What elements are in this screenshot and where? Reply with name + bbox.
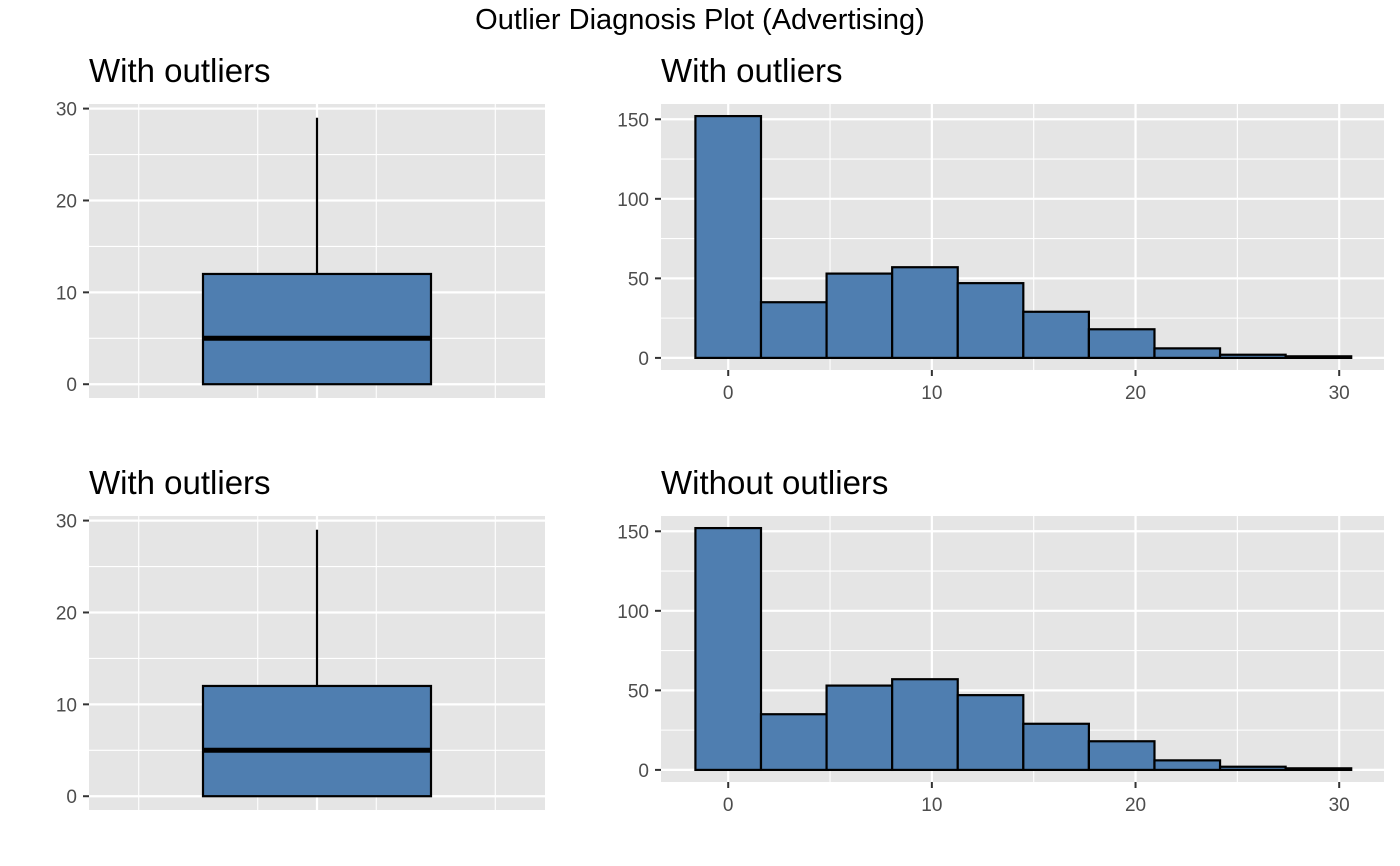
- y-tick-label: 0: [66, 375, 77, 396]
- y-tick-label: 50: [628, 269, 649, 290]
- histogram-bar: [891, 266, 959, 360]
- panel-0: 0 10 20 30: [56, 100, 545, 398]
- panel-1: 0 10 20 30 0 50 100 150: [617, 104, 1384, 404]
- panel-title-hist-top: With outliers: [661, 52, 843, 89]
- y-tick-label: 30: [56, 512, 77, 533]
- y-tick-label: 100: [617, 190, 649, 211]
- x-tick-label: 0: [723, 795, 734, 816]
- y-tick-label: 10: [56, 283, 77, 304]
- y-tick-label: 150: [617, 110, 649, 131]
- x-tick-label: 20: [1125, 795, 1146, 816]
- x-tick-label: 30: [1329, 795, 1350, 816]
- y-tick-label: 0: [638, 349, 649, 370]
- box-body: [201, 272, 433, 386]
- y-tick-label: 100: [617, 602, 649, 623]
- x-tick-label: 20: [1125, 383, 1146, 404]
- histogram-bar: [1284, 767, 1353, 772]
- histogram-bar: [1153, 347, 1222, 360]
- y-tick-label: 10: [56, 695, 77, 716]
- histogram-bar: [825, 684, 894, 772]
- histogram-bar: [694, 526, 763, 772]
- x-tick-label: 10: [921, 795, 942, 816]
- y-tick-label: 20: [56, 191, 77, 212]
- y-tick-label: 20: [56, 603, 77, 624]
- histogram-bar: [956, 694, 1025, 772]
- box-body: [201, 684, 433, 798]
- panel-title-box-bottom: With outliers: [89, 464, 271, 501]
- panel-3: 0 10 20 30 0 50 100 150: [617, 516, 1384, 816]
- y-tick-label: 30: [56, 100, 77, 121]
- histogram-bar: [759, 713, 828, 772]
- panel-title-hist-bottom: Without outliers: [661, 464, 889, 501]
- x-tick-label: 10: [921, 383, 942, 404]
- histogram-bar: [1284, 355, 1353, 360]
- x-tick-label: 0: [723, 383, 734, 404]
- histogram-bar: [1153, 759, 1222, 772]
- histogram-bar: [1087, 328, 1156, 360]
- y-tick-label: 150: [617, 522, 649, 543]
- y-tick-label: 0: [638, 761, 649, 782]
- histogram-bar: [1022, 310, 1090, 360]
- figure-title: Outlier Diagnosis Plot (Advertising): [475, 4, 925, 36]
- histogram-bar: [1218, 353, 1287, 360]
- histogram-bar: [1022, 722, 1090, 772]
- histogram-bar: [1087, 740, 1156, 772]
- histogram-bar: [1218, 765, 1287, 772]
- y-tick-label: 50: [628, 681, 649, 702]
- histogram-bar: [825, 272, 894, 360]
- panel-2: 0 10 20 30: [56, 512, 545, 810]
- y-tick-label: 0: [66, 787, 77, 808]
- histogram-bar: [891, 678, 959, 772]
- x-tick-label: 30: [1329, 383, 1350, 404]
- histogram-bar: [759, 301, 828, 360]
- histogram-bar: [694, 114, 763, 360]
- histogram-bar: [956, 282, 1025, 360]
- panel-title-box-top: With outliers: [89, 52, 271, 89]
